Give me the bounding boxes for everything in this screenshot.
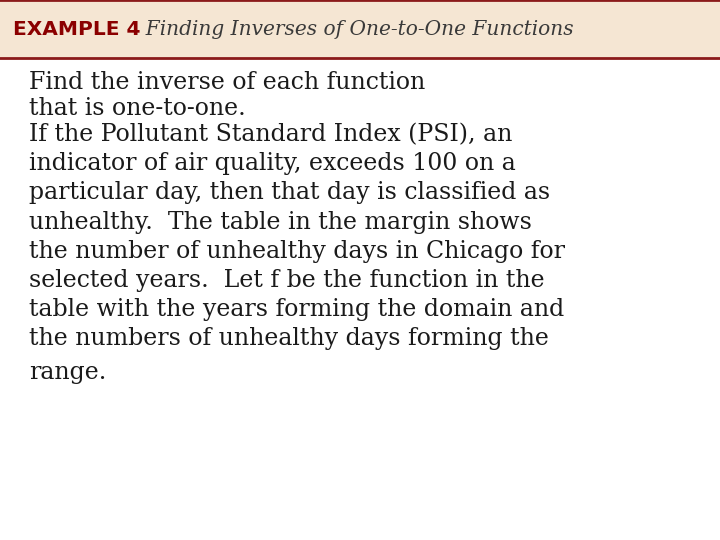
Bar <box>0 0 720 58</box>
Text: If the Pollutant Standard Index (PSI), an: If the Pollutant Standard Index (PSI), a… <box>29 123 512 146</box>
Text: the number of unhealthy days in Chicago for: the number of unhealthy days in Chicago … <box>29 240 564 263</box>
Text: the numbers of unhealthy days forming the: the numbers of unhealthy days forming th… <box>29 327 549 350</box>
Text: indicator of air quality, exceeds 100 on a: indicator of air quality, exceeds 100 on… <box>29 152 516 176</box>
Text: table with the years forming the domain and: table with the years forming the domain … <box>29 298 564 321</box>
Text: Find the inverse of each function: Find the inverse of each function <box>29 71 425 94</box>
Text: particular day, then that day is classified as: particular day, then that day is classif… <box>29 181 550 205</box>
Text: Finding Inverses of One-to-One Functions: Finding Inverses of One-to-One Functions <box>133 19 574 39</box>
Text: EXAMPLE 4: EXAMPLE 4 <box>13 19 140 39</box>
Text: unhealthy.  The table in the margin shows: unhealthy. The table in the margin shows <box>29 211 531 234</box>
Text: selected years.  Let f be the function in the: selected years. Let f be the function in… <box>29 269 544 292</box>
Text: that is one-to-one.: that is one-to-one. <box>29 97 246 120</box>
Text: range.: range. <box>29 361 106 384</box>
